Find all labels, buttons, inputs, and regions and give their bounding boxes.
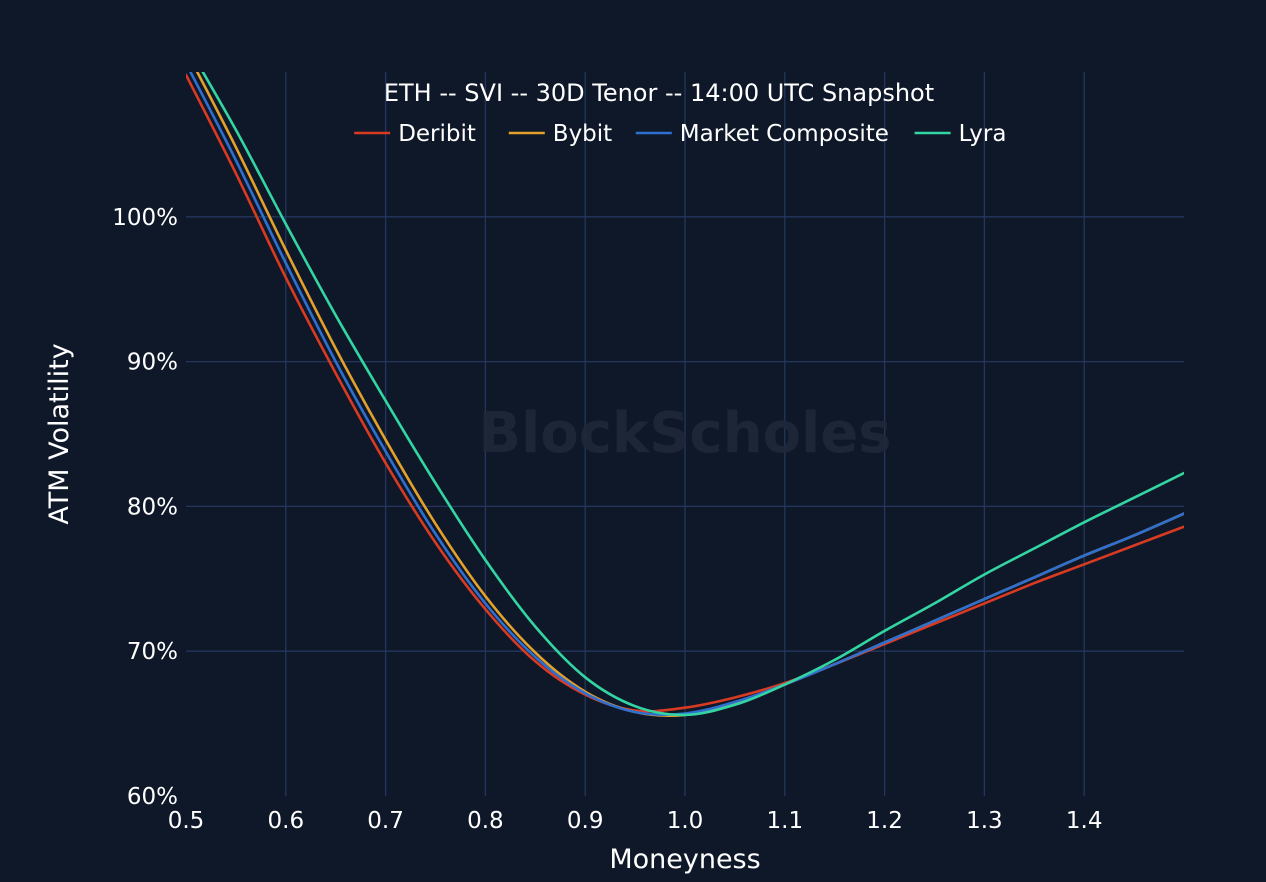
x-tick-label: 0.8 xyxy=(467,808,504,834)
legend-item-lyra[interactable]: Lyra xyxy=(914,121,1007,147)
legend-item-market-composite[interactable]: Market Composite xyxy=(635,121,889,147)
x-tick-label: 1.1 xyxy=(767,808,804,834)
legend-label: Market Composite xyxy=(680,121,889,147)
y-tick-label: 70% xyxy=(127,639,178,665)
series-line-deribit xyxy=(186,73,1184,713)
y-axis-ticks: 60% 70% 80% 90% 100% xyxy=(112,205,178,810)
grid xyxy=(186,72,1184,796)
series-line-market-composite xyxy=(189,72,1184,716)
x-tick-label: 0.6 xyxy=(268,808,305,834)
x-tick-label: 1.4 xyxy=(1066,808,1103,834)
x-axis-label: Moneyness xyxy=(609,844,760,875)
legend-label: Bybit xyxy=(553,121,612,147)
chart-title: ETH -- SVI -- 30D Tenor -- 14:00 UTC Sna… xyxy=(384,79,934,107)
x-tick-label: 0.9 xyxy=(567,808,604,834)
x-tick-label: 1.2 xyxy=(866,808,903,834)
x-tick-label: 1.0 xyxy=(667,808,704,834)
y-tick-label: 80% xyxy=(127,494,178,520)
legend-label: Lyra xyxy=(959,121,1007,147)
legend: Deribit Bybit Market Composite Lyra xyxy=(354,121,1006,147)
x-tick-label: 1.3 xyxy=(966,808,1003,834)
y-tick-label: 100% xyxy=(112,205,178,231)
y-tick-label: 60% xyxy=(127,784,178,810)
y-axis-label: ATM Volatility xyxy=(44,343,75,524)
x-tick-label: 0.7 xyxy=(367,808,404,834)
x-axis-ticks: 0.5 0.6 0.7 0.8 0.9 1.0 1.1 1.2 1.3 1.4 xyxy=(168,808,1103,834)
watermark-logo: BlockScholes xyxy=(478,401,891,466)
legend-item-deribit[interactable]: Deribit xyxy=(354,121,476,147)
series-line-lyra xyxy=(201,72,1184,717)
y-tick-label: 90% xyxy=(127,350,178,376)
legend-item-bybit[interactable]: Bybit xyxy=(508,121,612,147)
legend-label: Deribit xyxy=(398,121,476,147)
series-lines xyxy=(186,72,1184,717)
x-tick-label: 0.5 xyxy=(168,808,205,834)
